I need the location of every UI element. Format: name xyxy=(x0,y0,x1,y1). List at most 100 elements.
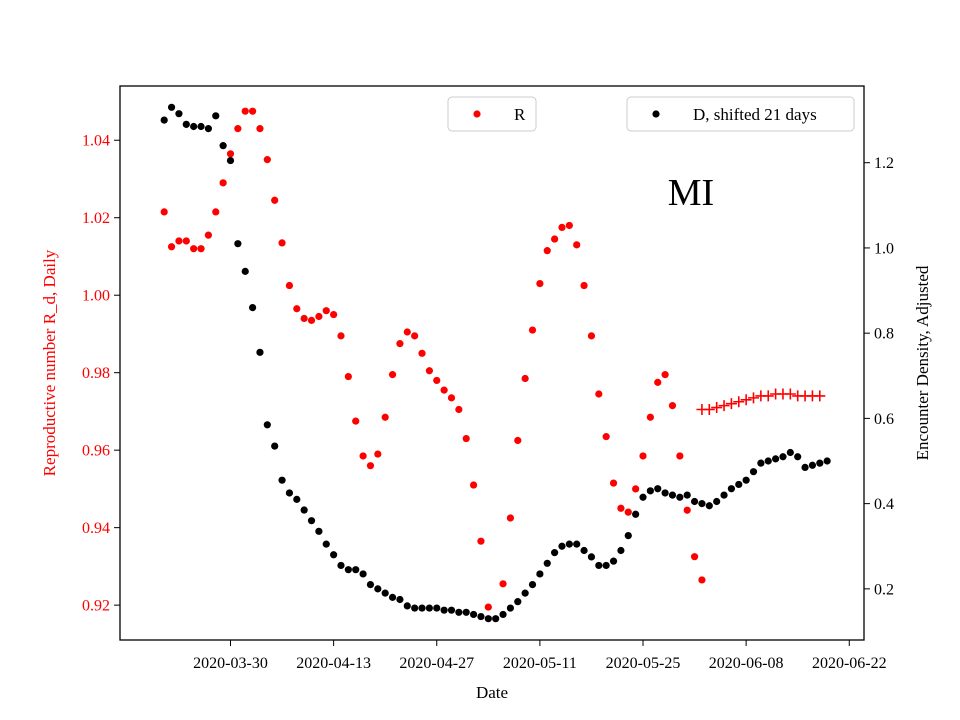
point-d-shifted-21-days xyxy=(499,610,507,619)
point-r xyxy=(484,603,492,611)
point-r xyxy=(219,179,227,187)
point-r xyxy=(565,221,573,230)
point-r xyxy=(440,386,448,394)
point-r xyxy=(617,504,625,512)
point-r xyxy=(536,279,544,288)
plot-marks xyxy=(160,103,831,623)
point-d-shifted-21-days xyxy=(388,593,397,601)
point-d-shifted-21-days xyxy=(160,116,168,124)
point-r xyxy=(271,196,279,204)
point-d-shifted-21-days xyxy=(639,493,647,501)
point-d-shifted-21-days xyxy=(337,561,345,570)
point-r xyxy=(580,281,588,290)
point-d-shifted-21-days xyxy=(565,540,573,548)
point-d-shifted-21-days xyxy=(462,608,470,616)
point-d-shifted-21-days xyxy=(447,606,456,614)
point-d-shifted-21-days xyxy=(440,606,448,614)
point-r xyxy=(551,235,559,243)
point-d-shifted-21-days xyxy=(190,122,198,131)
right-tick-label: 1.2 xyxy=(874,155,894,172)
point-r xyxy=(278,239,286,247)
point-d-shifted-21-days xyxy=(551,549,559,557)
point-d-shifted-21-days xyxy=(661,489,669,497)
point-r xyxy=(418,349,426,357)
point-r xyxy=(344,372,352,381)
point-r-projected xyxy=(814,390,826,402)
point-r xyxy=(366,462,375,470)
point-r xyxy=(447,394,456,402)
right-tick-label: 0.6 xyxy=(874,411,894,428)
point-r xyxy=(698,576,706,584)
right-tick-label: 1.0 xyxy=(874,240,894,257)
point-r xyxy=(654,378,662,386)
point-r xyxy=(499,580,507,588)
point-r xyxy=(690,553,699,561)
point-d-shifted-21-days xyxy=(764,457,772,465)
point-r-projected xyxy=(733,396,745,408)
point-r xyxy=(425,367,433,375)
point-r xyxy=(543,247,551,255)
point-r xyxy=(433,376,441,385)
point-d-shifted-21-days xyxy=(646,487,654,495)
point-d-shifted-21-days xyxy=(543,559,551,567)
point-r-projected xyxy=(711,402,723,414)
point-r xyxy=(668,402,677,410)
left-axis-title: Reproductive number R_d, Daily xyxy=(40,249,59,476)
point-d-shifted-21-days xyxy=(307,517,316,525)
point-r xyxy=(624,508,632,516)
point-r xyxy=(322,307,330,315)
point-d-shifted-21-days xyxy=(381,589,389,597)
point-d-shifted-21-days xyxy=(713,497,721,506)
point-d-shifted-21-days xyxy=(226,156,235,165)
point-d-shifted-21-days xyxy=(330,551,338,559)
point-d-shifted-21-days xyxy=(602,561,610,570)
point-r xyxy=(514,436,522,445)
point-d-shifted-21-days xyxy=(676,493,684,501)
legend-d: D, shifted 21 days xyxy=(626,96,855,132)
point-r xyxy=(587,332,596,340)
point-r xyxy=(352,417,360,425)
legend-r: R xyxy=(447,96,537,132)
point-r xyxy=(226,150,235,158)
point-d-shifted-21-days xyxy=(668,491,677,499)
x-tick-label: 2020-04-13 xyxy=(296,655,371,672)
point-d-shifted-21-days xyxy=(632,510,640,518)
point-r xyxy=(661,371,669,379)
point-d-shifted-21-days xyxy=(352,566,360,574)
x-tick-label: 2020-06-22 xyxy=(812,655,887,672)
point-d-shifted-21-days xyxy=(801,463,809,472)
point-r-projected xyxy=(740,394,752,406)
point-d-shifted-21-days xyxy=(779,453,787,461)
point-d-shifted-21-days xyxy=(315,527,323,535)
legend-r-box xyxy=(447,96,537,132)
point-r xyxy=(241,107,249,115)
point-d-shifted-21-days xyxy=(727,485,736,493)
point-r xyxy=(381,413,389,421)
x-tick-label: 2020-03-30 xyxy=(193,655,268,672)
point-d-shifted-21-days xyxy=(749,468,758,476)
right-axis-title: Encounter Density, Adjusted xyxy=(913,265,932,460)
point-d-shifted-21-days xyxy=(477,612,485,621)
point-r xyxy=(411,332,419,340)
point-d-shifted-21-days xyxy=(484,615,492,623)
point-d-shifted-21-days xyxy=(609,557,618,565)
point-d-shifted-21-days xyxy=(278,476,286,484)
point-d-shifted-21-days xyxy=(271,442,279,450)
legend-d-box xyxy=(626,96,855,132)
point-r xyxy=(234,125,242,133)
point-r xyxy=(609,479,618,487)
point-r xyxy=(521,374,529,383)
point-r xyxy=(300,314,308,323)
point-r-projected xyxy=(762,390,774,402)
point-d-shifted-21-days xyxy=(469,610,478,619)
point-r-projected xyxy=(703,403,715,415)
point-d-shifted-21-days xyxy=(293,495,301,503)
point-d-shifted-21-days xyxy=(720,491,728,499)
x-tick-label: 2020-06-08 xyxy=(709,655,784,672)
point-r xyxy=(676,452,684,460)
point-d-shifted-21-days xyxy=(344,566,352,574)
point-d-shifted-21-days xyxy=(514,598,522,606)
point-d-shifted-21-days xyxy=(175,110,183,118)
point-r xyxy=(639,452,647,460)
point-d-shifted-21-days xyxy=(816,459,824,467)
